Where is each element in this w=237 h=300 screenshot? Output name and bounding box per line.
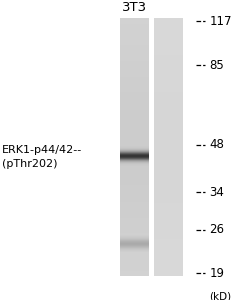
Text: 19: 19 xyxy=(209,267,224,280)
Text: 85: 85 xyxy=(209,59,224,72)
Text: 3T3: 3T3 xyxy=(122,1,147,14)
Text: ERK1-p44/42--: ERK1-p44/42-- xyxy=(2,145,82,155)
Text: 26: 26 xyxy=(209,223,224,236)
Text: 48: 48 xyxy=(209,138,224,151)
Text: 34: 34 xyxy=(209,186,224,199)
Text: (pThr202): (pThr202) xyxy=(2,159,58,169)
Text: 117: 117 xyxy=(209,15,232,28)
Text: (kD): (kD) xyxy=(209,291,231,300)
